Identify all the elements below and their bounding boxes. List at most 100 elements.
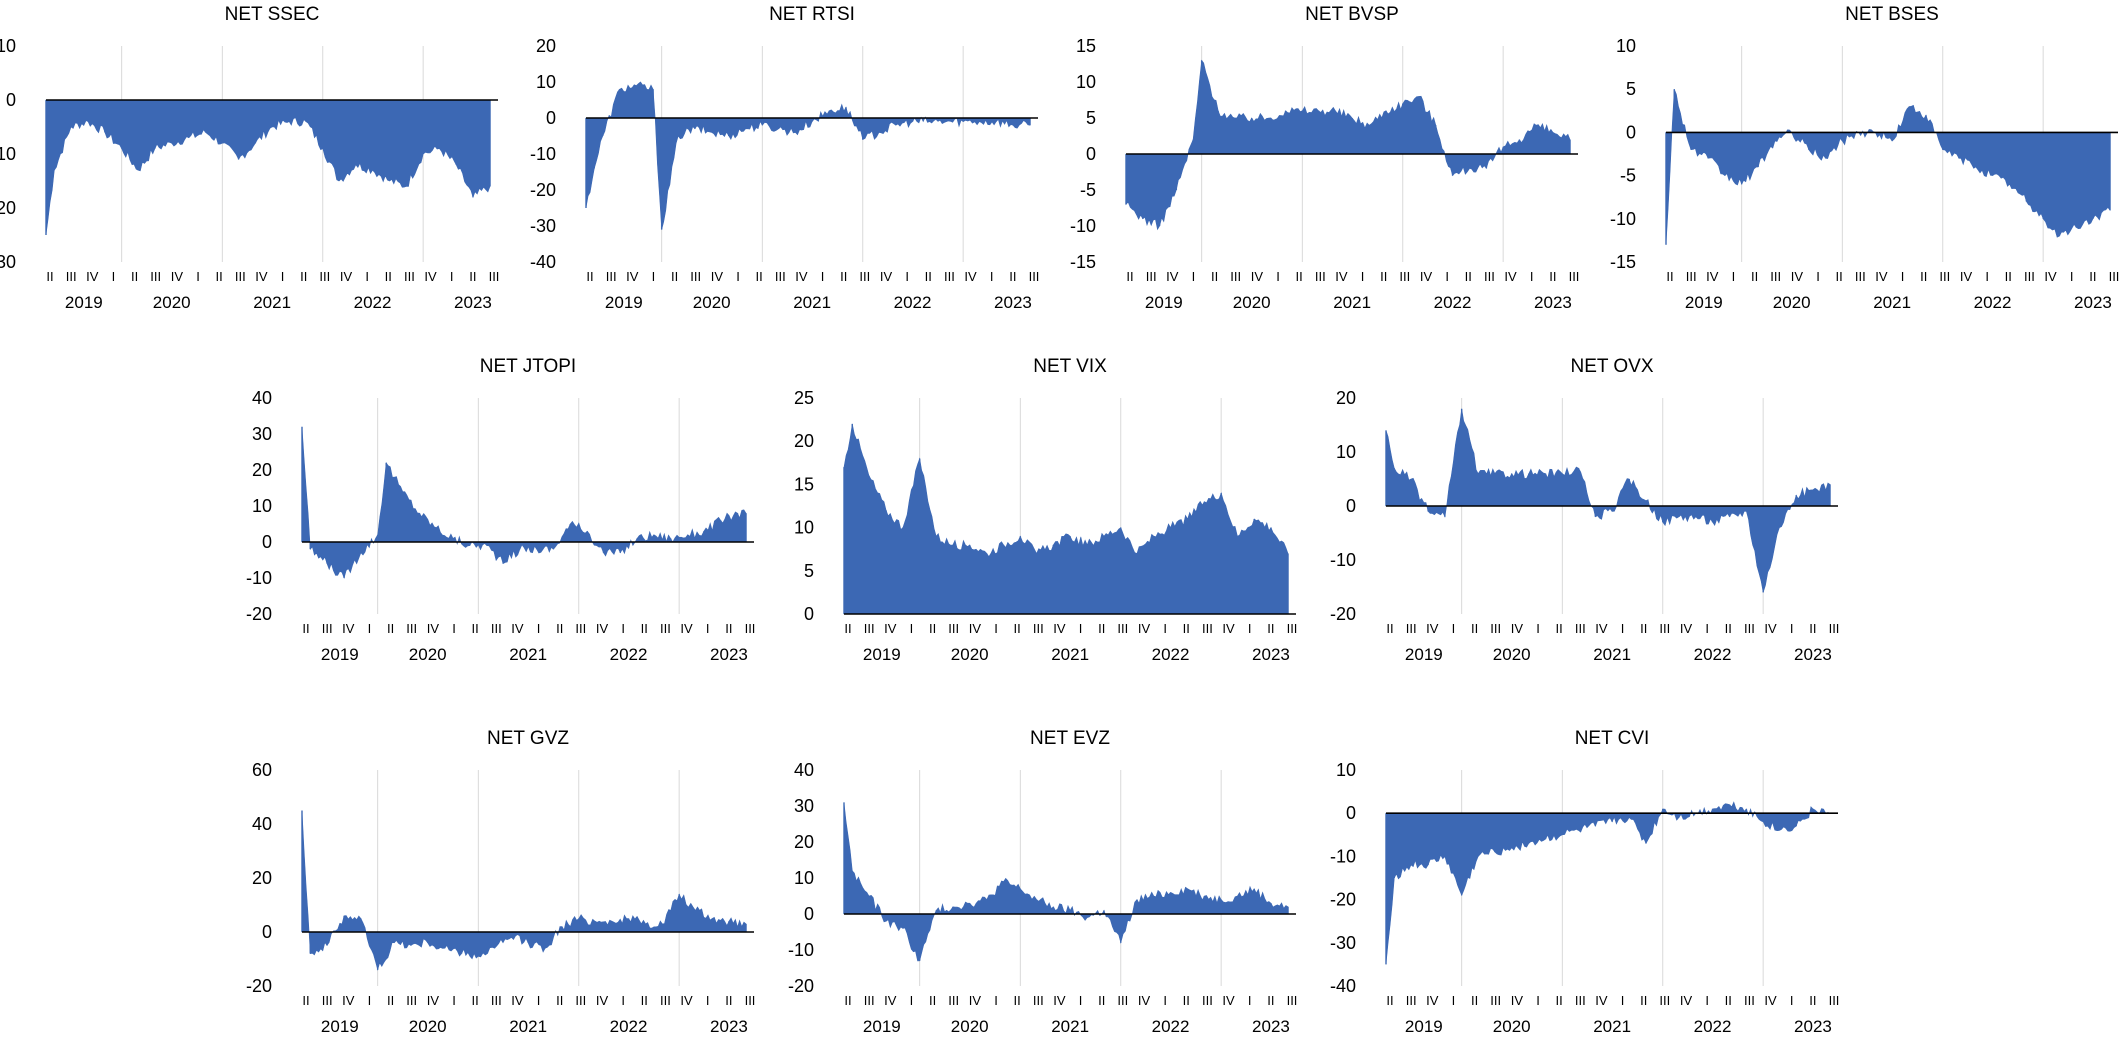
year-tick-label: 2020 (1493, 1017, 1531, 1036)
y-tick-label: -40 (1330, 976, 1356, 996)
quarter-tick-label: III (1659, 993, 1670, 1008)
quarter-tick-label: III (1855, 269, 1866, 284)
panel-net-bses: NET BSES 10 5 0 -5 -10 -15 II III IV I II III IV I II I… (1610, 0, 2128, 340)
chart-title: NET RTSI (769, 4, 855, 25)
quarter-tick-label: III (235, 269, 246, 284)
y-tick-label: 30 (794, 796, 814, 816)
quarter-tick-label: I (994, 621, 998, 636)
quarter-tick-label: I (196, 269, 200, 284)
quarter-tick-label: III (1569, 269, 1580, 284)
y-tick-label: -10 (246, 568, 272, 588)
quarter-tick-label: IV (1251, 269, 1264, 284)
chart-title: NET VIX (1033, 356, 1107, 377)
quarter-tick-label: II (1920, 269, 1927, 284)
quarter-tick-label: IV (427, 621, 440, 636)
quarter-tick-label: I (1192, 269, 1196, 284)
series-area (1385, 801, 1831, 965)
quarter-tick-label: II (1183, 993, 1190, 1008)
year-tick-label: 2019 (863, 1017, 901, 1036)
quarter-tick-label: I (621, 993, 625, 1008)
quarter-tick-label: I (994, 993, 998, 1008)
quarter-tick-label: I (1361, 269, 1365, 284)
quarter-tick-label: II (586, 269, 593, 284)
y-tick-label: -10 (530, 144, 556, 164)
quarter-tick-label: II (1471, 621, 1478, 636)
quarter-tick-label: III (859, 269, 870, 284)
quarter-tick-label: II (1725, 621, 1732, 636)
quarter-tick-label: II (2089, 269, 2096, 284)
quarter-tick-label: I (450, 269, 454, 284)
y-tick-label: -10 (1330, 846, 1356, 866)
year-tick-label: 2019 (1405, 1017, 1443, 1036)
quarter-tick-label: III (1659, 621, 1670, 636)
year-tick-label: 2020 (409, 645, 447, 664)
chart-title: NET BVSP (1305, 4, 1399, 25)
quarter-tick-label: II (302, 621, 309, 636)
quarter-tick-label: I (1985, 269, 1989, 284)
quarter-tick-label: I (1536, 621, 1540, 636)
quarter-tick-label: II (840, 269, 847, 284)
year-tick-label: 2021 (1333, 293, 1371, 312)
quarter-tick-label: I (1901, 269, 1905, 284)
quarter-tick-label: I (1790, 993, 1794, 1008)
quarter-tick-label: III (864, 621, 875, 636)
quarter-tick-label: II (469, 269, 476, 284)
y-tick-label: -30 (0, 252, 16, 272)
quarter-tick-label: IV (342, 621, 355, 636)
quarter-tick-label: I (537, 993, 541, 1008)
panel-net-rtsi: NET RTSI 20 10 0 -10 -20 -30 -40 II III IV I II III I… (530, 0, 1072, 340)
quarter-tick-label: II (929, 993, 936, 1008)
quarter-tick-label: I (368, 993, 372, 1008)
quarter-tick-label: II (472, 993, 479, 1008)
quarter-tick-label: II (556, 621, 563, 636)
quarter-tick-label: IV (1680, 621, 1693, 636)
year-tick-label: 2023 (1794, 645, 1832, 664)
year-tick-label: 2022 (894, 293, 932, 312)
quarter-tick-label: III (1490, 993, 1501, 1008)
quarter-tick-label: IV (1511, 993, 1524, 1008)
quarter-tick-label: IV (511, 621, 524, 636)
quarter-tick-label: II (1556, 621, 1563, 636)
year-tick-label: 2023 (1252, 645, 1290, 664)
quarter-tick-label: I (368, 621, 372, 636)
quarter-tick-label: II (1836, 269, 1843, 284)
quarter-tick-label: I (621, 621, 625, 636)
y-tick-label: -20 (1330, 890, 1356, 910)
y-tick-label: -30 (530, 216, 556, 236)
quarter-tick-label: III (322, 993, 333, 1008)
year-tick-label: 2022 (1434, 293, 1472, 312)
quarter-tick-label: III (1770, 269, 1781, 284)
quarter-tick-label: II (1809, 993, 1816, 1008)
quarter-tick-label: IV (255, 269, 268, 284)
y-tick-label: -20 (246, 976, 272, 996)
y-tick-label: 5 (804, 561, 814, 581)
quarter-tick-label: I (1079, 993, 1083, 1008)
quarter-tick-label: II (1640, 621, 1647, 636)
year-tick-label: 2021 (1051, 645, 1089, 664)
chart-title: NET JTOPI (479, 356, 577, 377)
series-area (843, 423, 1289, 615)
quarter-tick-label: IV (1680, 993, 1693, 1008)
chart-title: NET SSEC (224, 4, 320, 25)
quarter-tick-label: II (1098, 621, 1105, 636)
y-tick-label: 15 (1076, 36, 1096, 56)
quarter-tick-label: I (1790, 621, 1794, 636)
quarter-tick-label: III (491, 621, 502, 636)
year-tick-label: 2022 (1694, 645, 1732, 664)
quarter-tick-label: II (725, 621, 732, 636)
panel-net-ssec: NET SSEC 100-10-20-30IIIIIIVIIIIIIIVIIII… (0, 0, 532, 340)
quarter-tick-label: I (1079, 621, 1083, 636)
quarter-tick-label: III (489, 269, 500, 284)
quarter-tick-label: IV (1595, 993, 1608, 1008)
quarter-tick-label: IV (424, 269, 437, 284)
quarter-tick-label: I (706, 993, 710, 1008)
quarter-tick-label: III (1829, 621, 1840, 636)
quarter-tick-label: II (556, 993, 563, 1008)
quarter-tick-label: I (1732, 269, 1736, 284)
quarter-tick-label: II (1296, 269, 1303, 284)
quarter-tick-label: IV (1706, 269, 1719, 284)
quarter-tick-label: III (660, 621, 671, 636)
